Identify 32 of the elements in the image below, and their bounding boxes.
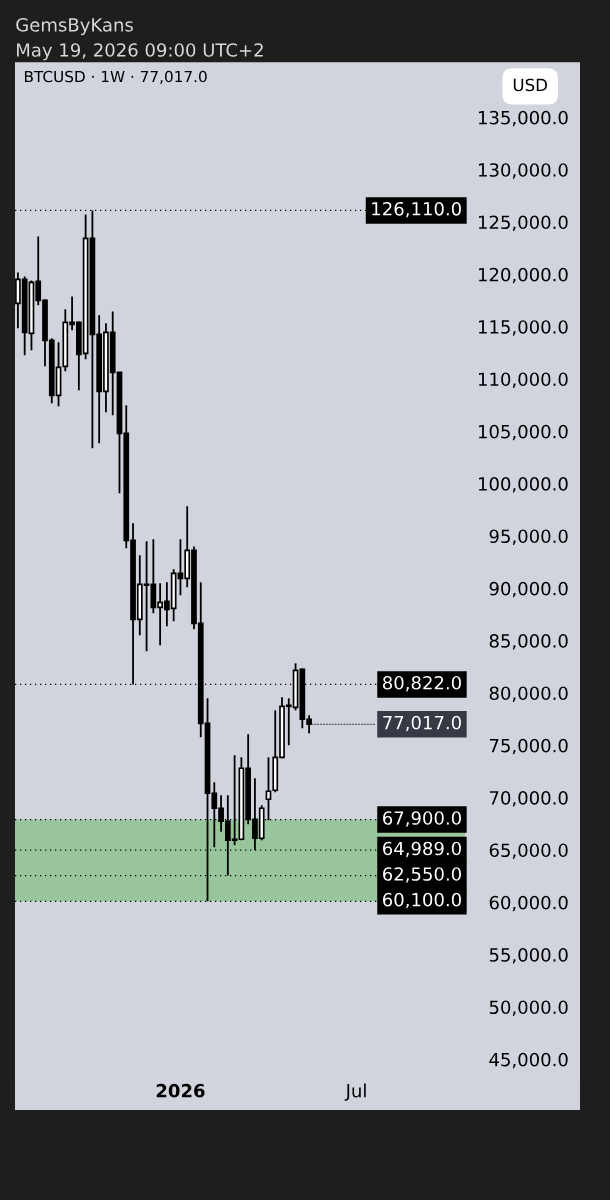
ref-line-label: 62,550.0 — [383, 867, 461, 883]
annotation: USD — [513, 78, 548, 92]
y-tick-label: 125,000.0 — [478, 215, 568, 231]
text: GemsByKans — [16, 17, 133, 36]
y-tick-label: 55,000.0 — [489, 948, 568, 964]
y-tick-label: 85,000.0 — [489, 634, 568, 650]
ref-line-label: 126,110.0 — [372, 201, 461, 218]
ref-line-label: 64,989.0 — [383, 841, 461, 858]
x-tick-label: Jul — [344, 1083, 366, 1101]
ref-line-label: 80,822.0 — [382, 675, 461, 692]
y-tick-label: 130,000.0 — [478, 163, 568, 179]
y-tick-label: 45,000.0 — [489, 1052, 568, 1069]
annotation: 77,017.0 — [383, 715, 461, 732]
y-tick-label: 90,000.0 — [489, 581, 568, 598]
y-tick-label: 115,000.0 — [478, 320, 568, 336]
ref-line-label: 60,100.0 — [383, 892, 461, 909]
y-tick-label: 70,000.0 — [489, 791, 568, 807]
chart-title: BTCUSD · 1W · 77,017.0 — [24, 70, 207, 84]
y-tick-label: 105,000.0 — [478, 424, 568, 441]
y-tick-label: 80,000.0 — [489, 686, 568, 702]
y-tick-label: 65,000.0 — [489, 843, 568, 859]
ref-line-label: 67,900.0 — [383, 811, 461, 827]
y-tick-label: 95,000.0 — [489, 529, 568, 545]
x-tick-label: 2026 — [156, 1083, 205, 1098]
y-tick-label: 60,000.0 — [489, 895, 568, 912]
y-tick-label: 135,000.0 — [478, 110, 568, 127]
text: May 19, 2026 09:00 UTC+2 — [17, 43, 263, 61]
y-tick-label: 50,000.0 — [489, 1000, 568, 1016]
y-tick-label: 100,000.0 — [478, 477, 568, 493]
y-tick-label: 120,000.0 — [478, 267, 568, 284]
y-tick-label: 110,000.0 — [478, 372, 568, 388]
y-tick-label: 75,000.0 — [489, 738, 568, 755]
